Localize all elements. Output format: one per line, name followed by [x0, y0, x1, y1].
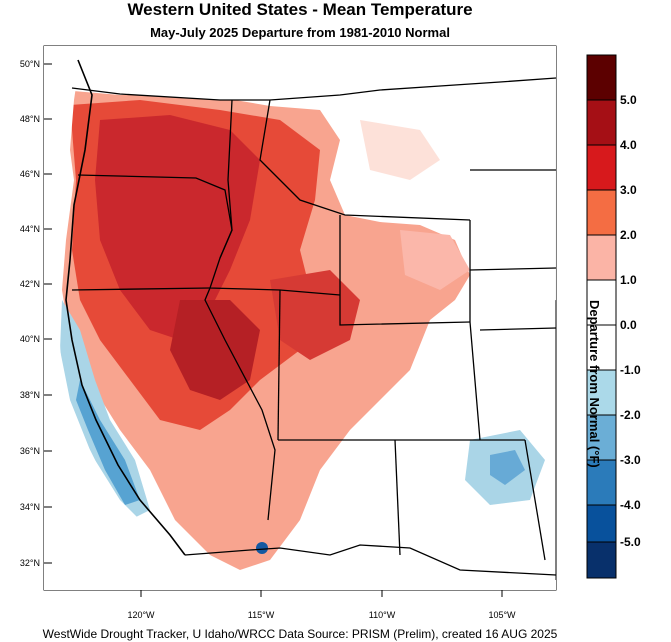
mexico-border: [184, 544, 557, 576]
colorbar-tick: 3.0: [620, 183, 637, 197]
colorbar-tick: -5.0: [620, 535, 641, 549]
colorbar-tick: -3.0: [620, 453, 641, 467]
colorbar-swatch: [587, 415, 616, 460]
lon-label: 115°W: [248, 610, 275, 620]
lat-label: 50°N: [20, 59, 40, 69]
lat-axis: 50°N 48°N 46°N 44°N 42°N 40°N 38°N 36°N …: [20, 59, 52, 568]
lat-label: 42°N: [20, 279, 40, 289]
colorbar-swatch: [587, 100, 616, 145]
colorbar-swatch: [587, 325, 616, 370]
colorbar-swatch: [587, 235, 616, 280]
lat-label: 34°N: [20, 502, 40, 512]
lat-label: 46°N: [20, 169, 40, 179]
colorbar-swatch: [587, 55, 616, 100]
colorbar-tick: 0.0: [620, 318, 637, 332]
state-boundaries: [71, 99, 557, 561]
ocean: [44, 46, 210, 590]
lon-label: 110°W: [369, 610, 396, 620]
lat-label: 44°N: [20, 224, 40, 234]
lat-label: 38°N: [20, 390, 40, 400]
colorbar-swatch: [587, 370, 616, 415]
colorbar-swatch: [587, 542, 616, 578]
colorbar-swatch: [587, 145, 616, 190]
coastline: [65, 59, 186, 556]
colorbar: 5.0 4.0 3.0 2.0 1.0 0.0 -1.0 -2.0 -3.0 -…: [586, 54, 641, 579]
colorbar-tick: 4.0: [620, 138, 637, 152]
colorbar-tick: 2.0: [620, 228, 637, 242]
colorbar-tick: 1.0: [620, 273, 637, 287]
canada-border: [71, 77, 557, 101]
colorbar-swatch: [587, 190, 616, 235]
lon-label: 120°W: [127, 610, 155, 620]
colorbar-swatch: [587, 505, 616, 542]
lon-axis: 120°W 115°W 110°W 105°W: [127, 590, 516, 620]
colorbar-tick: 5.0: [620, 93, 637, 107]
lon-label: 105°W: [488, 610, 516, 620]
lat-label: 48°N: [20, 114, 40, 124]
colorbar-label: Departure from Normal (°F): [587, 300, 602, 468]
temperature-field: [60, 75, 556, 570]
map-title: Western United States - Mean Temperature: [127, 0, 473, 19]
map-subtitle: May-July 2025 Departure from 1981-2010 N…: [150, 25, 450, 40]
colorbar-swatch: [587, 280, 616, 325]
colorbar-tick: -2.0: [620, 408, 641, 422]
lat-label: 32°N: [20, 558, 40, 568]
lat-label: 40°N: [20, 334, 40, 344]
colorbar-tick: -4.0: [620, 498, 641, 512]
credit-line: WestWide Drought Tracker, U Idaho/WRCC D…: [42, 627, 558, 641]
colorbar-swatch: [587, 460, 616, 505]
mexico: [190, 548, 556, 590]
lat-label: 36°N: [20, 446, 40, 456]
colorbar-tick: -1.0: [620, 363, 641, 377]
